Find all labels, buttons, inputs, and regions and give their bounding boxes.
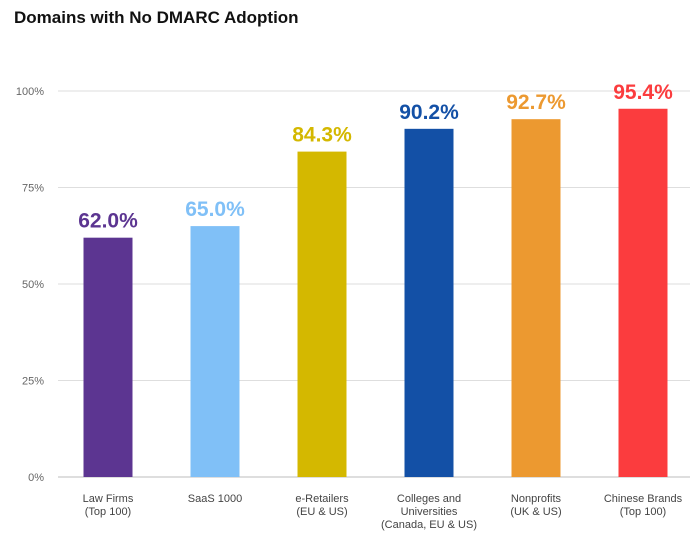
category-label: Nonprofits (UK & US): [510, 493, 561, 518]
labels: 0% 25% 50% 75% 100% 62.0% Law Firms (Top 100) 65…: [16, 81, 683, 531]
y-tick-label: 25%: [22, 376, 44, 388]
category-label: Colleges and Universities (Canada, EU & US…: [381, 493, 477, 531]
bar-value-label: 90.2%: [399, 101, 459, 124]
bars: [83, 108, 668, 478]
y-tick-label: 75%: [22, 183, 44, 195]
bar-value-label: 95.4%: [613, 81, 673, 104]
bar-value-label: 92.7%: [506, 91, 566, 114]
category-label: Law Firms (Top 100): [83, 493, 134, 518]
bar: [83, 237, 133, 477]
bar-value-label: 84.3%: [292, 124, 352, 147]
category-label: Chinese Brands (Top 100): [604, 493, 683, 518]
gridlines: [58, 90, 690, 478]
bar: [404, 128, 454, 477]
bar: [297, 151, 347, 478]
category-label: e-Retailers (EU & US): [295, 493, 349, 518]
bar-value-label: 65.0%: [185, 198, 245, 221]
bar-value-label: 62.0%: [78, 210, 138, 233]
bar: [618, 108, 668, 478]
y-tick-label: 0%: [28, 472, 44, 484]
bar: [190, 226, 240, 477]
y-tick-label: 100%: [16, 86, 44, 98]
chart-title: Domains with No DMARC Adoption: [14, 8, 299, 27]
category-label: SaaS 1000: [188, 493, 242, 505]
bar: [511, 119, 561, 477]
y-tick-label: 50%: [22, 279, 44, 291]
